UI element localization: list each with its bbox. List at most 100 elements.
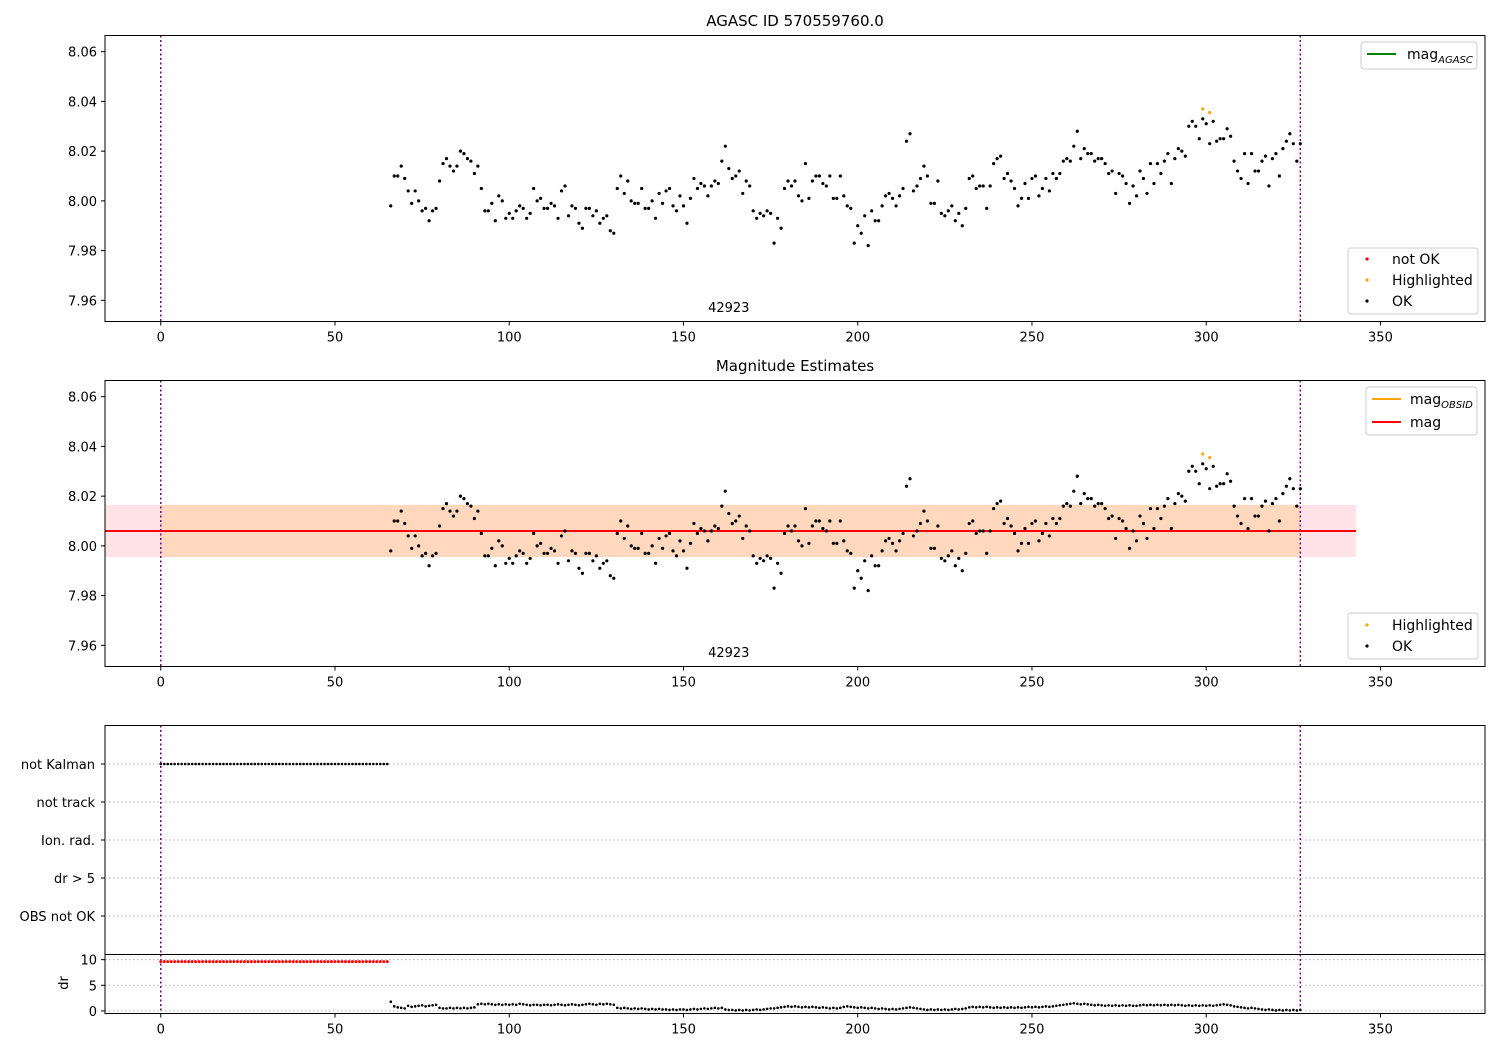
data-point-ok: [758, 211, 762, 215]
data-point-ok: [932, 546, 936, 550]
data-point-ok: [1173, 157, 1177, 161]
data-point-ok: [605, 559, 609, 563]
data-point-ok: [950, 204, 954, 208]
data-point-ok: [772, 241, 776, 245]
data-point-ok: [664, 534, 668, 538]
data-point-ok: [953, 219, 957, 223]
data-point-ok: [1166, 497, 1170, 501]
data-point-ok: [580, 571, 585, 575]
data-point-ok: [497, 194, 501, 198]
dr-point-not-ok: [382, 960, 386, 964]
dr-point: [1110, 1004, 1114, 1008]
dr-point: [870, 1006, 873, 1010]
data-point-ok: [713, 524, 717, 528]
flag-point: [250, 762, 253, 766]
data-point-ok: [424, 206, 428, 210]
data-point-ok: [1152, 526, 1156, 531]
flag-point: [340, 762, 344, 766]
y-tick-label: 8.04: [68, 95, 97, 110]
dr-point: [999, 1006, 1002, 1010]
data-point-ok: [490, 546, 494, 550]
data-point-ok: [615, 186, 619, 191]
data-point-ok: [981, 184, 985, 188]
y-tick-label: 8.00: [68, 540, 97, 555]
dr-point: [507, 1003, 511, 1007]
dr-point: [964, 1007, 968, 1010]
dr-point: [549, 1003, 553, 1007]
data-point-ok: [1204, 467, 1208, 471]
dr-point: [1271, 1008, 1274, 1012]
dr-point: [487, 1002, 490, 1006]
data-point-ok: [985, 551, 989, 555]
flag-point: [368, 762, 372, 766]
data-point-ok: [608, 229, 612, 233]
dr-point-not-ok: [176, 960, 180, 964]
dr-point-not-ok: [183, 960, 187, 964]
data-point-ok: [1187, 469, 1191, 473]
dr-point: [626, 1007, 630, 1010]
data-point-ok: [706, 539, 710, 543]
panel-dr-plot-area: [105, 954, 1485, 1014]
data-point-ok: [1079, 502, 1083, 506]
dr-point-not-ok: [375, 960, 379, 964]
x-tick-label: 200: [845, 331, 870, 346]
data-point-ok: [702, 184, 706, 188]
data-point-ok: [1215, 484, 1219, 488]
dr-point: [539, 1003, 542, 1007]
data-point-ok: [939, 211, 943, 215]
data-point-ok: [629, 199, 633, 203]
flag-point: [288, 762, 291, 766]
dr-point: [786, 1005, 790, 1008]
data-point-ok: [1239, 521, 1243, 526]
dr-point: [459, 1007, 462, 1010]
data-point-ok: [1075, 129, 1079, 133]
data-point-ok: [1201, 117, 1205, 121]
data-point-ok: [748, 184, 752, 188]
dr-point: [1267, 1008, 1271, 1011]
dr-point: [403, 1007, 406, 1010]
data-point-ok: [744, 524, 748, 528]
data-point-ok: [1068, 159, 1072, 163]
dr-point: [887, 1008, 891, 1011]
y-tick-label: 8.02: [68, 145, 97, 160]
flag-point: [365, 762, 368, 766]
panel-dr-ylabel: dr: [57, 976, 72, 990]
data-point-ok: [1281, 147, 1285, 151]
data-point-ok: [1086, 497, 1090, 501]
dr-point-not-ok: [323, 960, 327, 964]
data-point-ok: [723, 489, 727, 493]
data-point-ok: [1093, 159, 1097, 163]
data-point-ok: [688, 541, 693, 545]
dr-point: [452, 1007, 455, 1010]
data-point-ok: [974, 531, 978, 536]
data-point-ok: [448, 509, 452, 513]
data-point-ok: [594, 554, 598, 558]
flag-point: [204, 762, 208, 766]
data-point-ok: [1274, 497, 1278, 501]
y-tick-label: 8.02: [68, 490, 97, 505]
flag-category-label: dr > 5: [54, 872, 95, 887]
dr-point: [1299, 1008, 1302, 1012]
data-point-ok: [1239, 176, 1243, 181]
data-point-ok: [950, 549, 954, 553]
data-point-ok: [1155, 506, 1160, 511]
dr-point: [1023, 1006, 1027, 1009]
flag-point: [298, 762, 302, 766]
data-point-ok: [417, 544, 421, 548]
data-point-ok: [615, 531, 619, 536]
panel-flags-points: [159, 762, 389, 766]
data-point-ok: [1232, 159, 1236, 163]
dr-point: [703, 1007, 706, 1010]
flag-point: [361, 762, 365, 766]
data-point-ok: [769, 211, 773, 215]
data-point-ok: [1110, 169, 1114, 173]
data-point-ok: [559, 534, 564, 538]
dr-point: [1135, 1004, 1138, 1008]
data-point-ok: [922, 509, 926, 513]
dr-point: [706, 1007, 710, 1011]
data-point-ok: [904, 139, 909, 143]
dr-point-not-ok: [263, 960, 267, 964]
data-point-ok: [1127, 546, 1132, 550]
dr-point: [807, 1006, 811, 1009]
data-point-ok: [849, 206, 853, 210]
